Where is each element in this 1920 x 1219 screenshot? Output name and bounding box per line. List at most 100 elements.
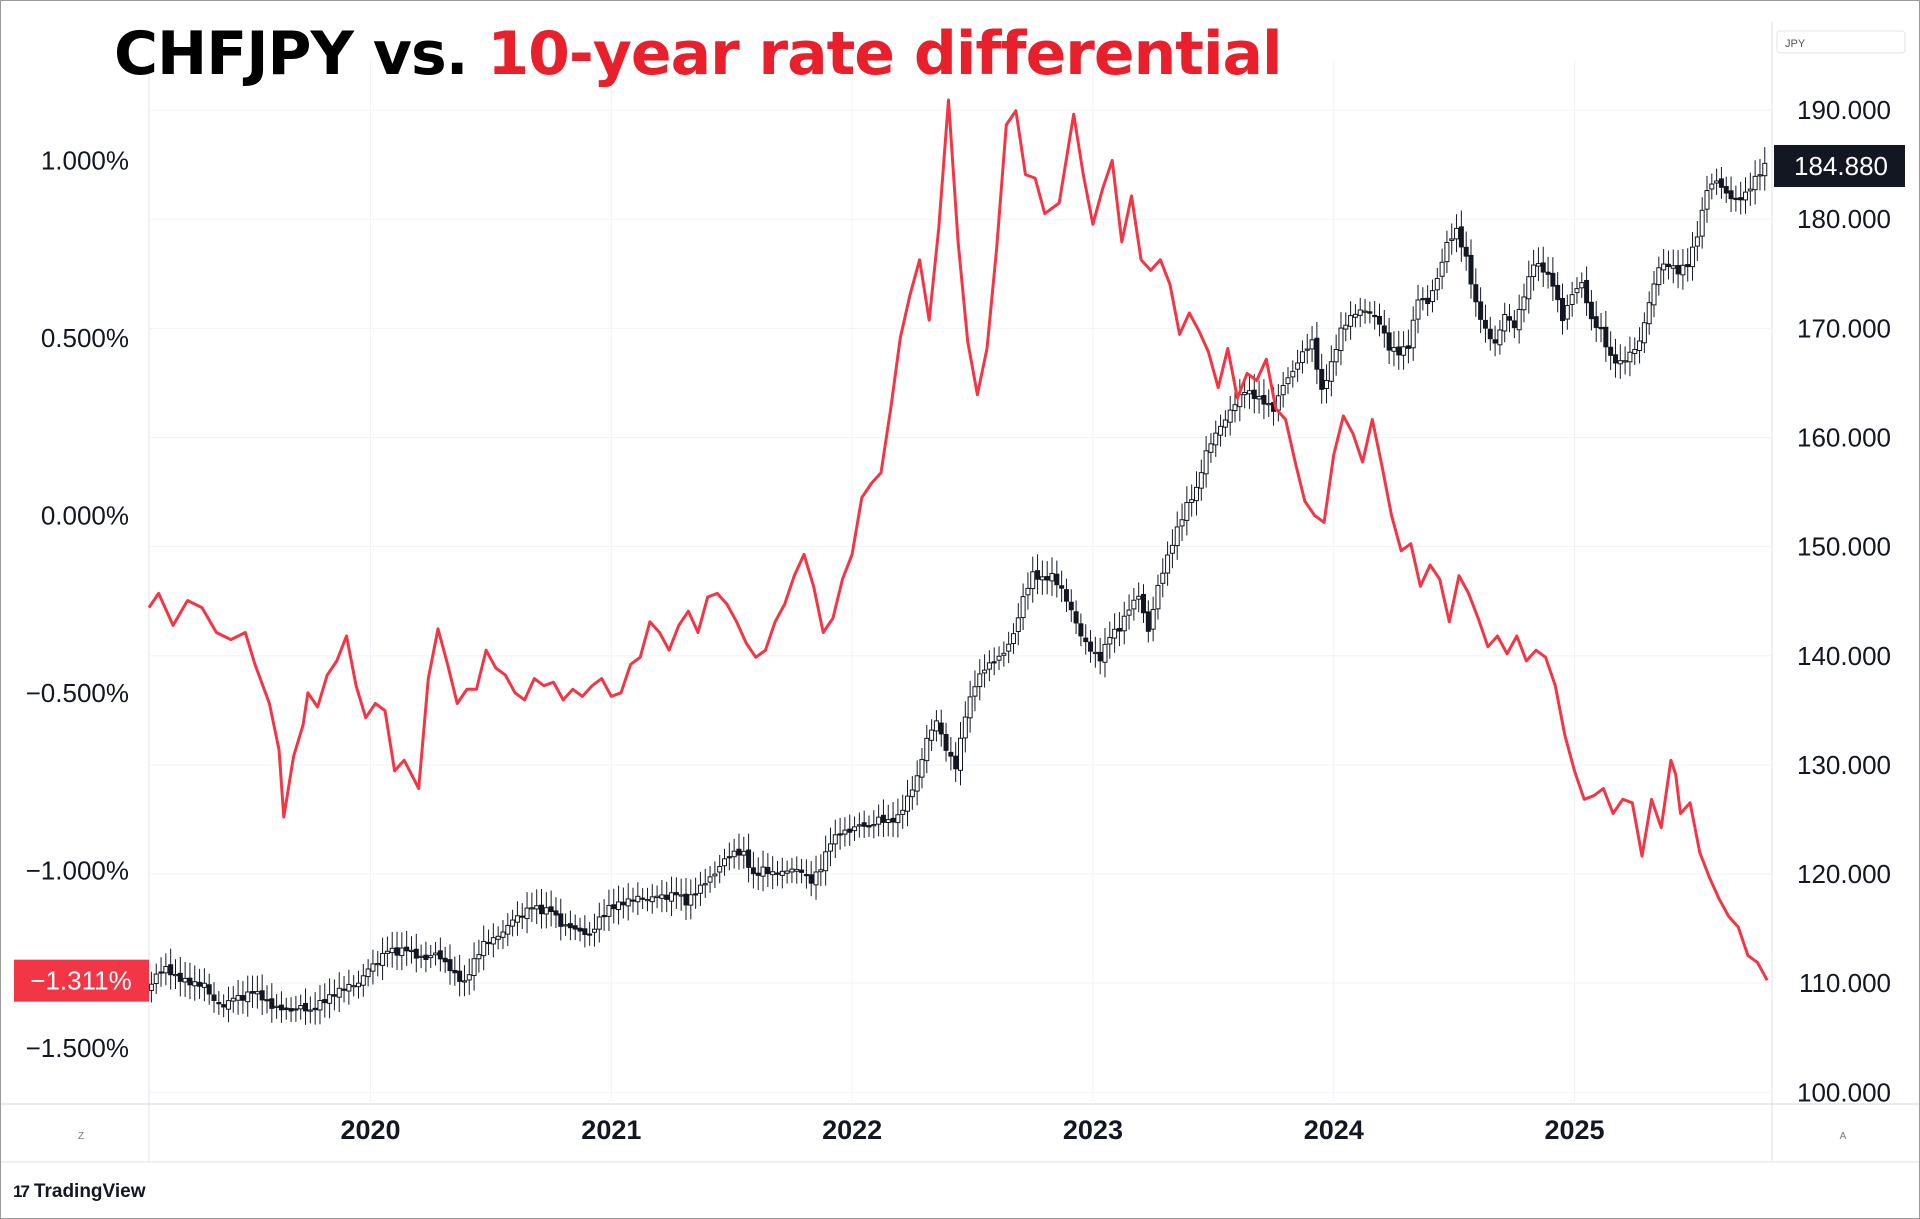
candle-body	[1444, 241, 1450, 263]
candle-body	[659, 894, 665, 899]
candle-body	[755, 872, 761, 876]
candle-body	[1738, 197, 1744, 201]
candle-body	[1425, 297, 1431, 305]
candle-body	[331, 994, 337, 997]
candle-body	[346, 983, 352, 992]
candle-body	[312, 1007, 318, 1011]
candle-body	[543, 907, 549, 915]
candle-body	[466, 974, 472, 981]
candle-body	[1468, 254, 1474, 285]
title-part-chfjpy: CHFJPY vs.	[114, 19, 488, 89]
candle-body	[351, 985, 357, 988]
candle-body	[317, 1000, 323, 1011]
candle-body	[1410, 319, 1416, 349]
candle-body	[1733, 197, 1739, 201]
candle-body	[437, 950, 443, 960]
candle-body	[1540, 262, 1546, 273]
candle-body	[384, 950, 390, 954]
candle-body	[852, 826, 858, 832]
candle-body	[1694, 236, 1700, 247]
candle-body	[1516, 308, 1522, 331]
right-axis-tick-label: 170.000	[1797, 313, 1891, 343]
candle-body	[211, 994, 217, 1001]
candle-body	[1381, 325, 1387, 334]
chart-title: CHFJPY vs. 10-year rate differential	[114, 19, 1283, 89]
candle-body	[876, 816, 882, 825]
candle-body	[1314, 337, 1320, 370]
candle-body	[582, 928, 588, 935]
candle-body	[1564, 305, 1570, 320]
candle-body	[1569, 294, 1575, 306]
candle-body	[938, 722, 944, 735]
candle-body	[803, 873, 809, 877]
candle-body	[336, 987, 342, 998]
left-axis-tick-label: −1.500%	[26, 1033, 129, 1063]
candle-body	[1391, 347, 1397, 352]
candle-body	[664, 894, 670, 900]
candle-body	[529, 907, 535, 910]
candle-body	[413, 948, 419, 959]
candle-body	[539, 904, 545, 915]
candle-body	[1401, 346, 1407, 356]
candle-body	[1285, 377, 1291, 385]
candle-body	[1627, 351, 1633, 363]
candle-body	[1526, 276, 1532, 300]
candle-body	[1454, 227, 1460, 240]
candle-body	[327, 994, 333, 1004]
candle-body	[967, 696, 973, 719]
candle-body	[375, 962, 381, 966]
candle-body	[847, 828, 853, 833]
candle-body	[697, 884, 703, 894]
left-axis-tick-label: −1.000%	[26, 855, 129, 885]
x-axis-tick-label: 2024	[1304, 1115, 1364, 1145]
candle-body	[490, 937, 496, 945]
candle-body	[259, 990, 265, 1001]
candle-body	[1637, 340, 1643, 352]
candle-body	[1059, 585, 1065, 589]
rate-differential-line	[147, 98, 1769, 982]
right-axis-tick-label: 190.000	[1797, 95, 1891, 125]
candle-body	[1165, 554, 1171, 574]
candle-body	[1319, 368, 1325, 390]
candle-body	[548, 906, 554, 913]
candle-body	[929, 729, 935, 741]
right-axis-tick-label: 140.000	[1797, 641, 1891, 671]
candle-body	[953, 755, 959, 770]
candle-body	[1641, 322, 1647, 344]
candle-body	[1208, 443, 1214, 453]
candle-body	[1232, 404, 1238, 412]
candle-body	[731, 850, 737, 858]
candle-body	[712, 873, 718, 877]
candle-body	[808, 874, 814, 884]
candle-body	[355, 982, 361, 988]
tradingview-brand[interactable]: 17 TradingView	[13, 1181, 146, 1203]
candle-body	[1415, 299, 1421, 320]
differential-value-label: −1.311%	[30, 966, 131, 996]
candle-body	[399, 947, 405, 957]
candle-body	[1574, 288, 1580, 294]
candle-body	[303, 1002, 309, 1012]
candle-body	[1497, 329, 1503, 346]
corner-label-right: A	[1840, 1131, 1847, 1142]
candle-body	[197, 981, 203, 987]
candle-body	[476, 954, 482, 960]
candle-body	[1714, 180, 1720, 184]
candle-body	[871, 824, 877, 827]
candle-body	[1222, 419, 1228, 428]
candle-body	[601, 914, 607, 918]
candle-body	[1063, 589, 1069, 602]
candle-body	[1280, 385, 1286, 396]
candle-body	[1348, 315, 1354, 327]
candle-body	[1015, 617, 1021, 633]
candle-body	[433, 952, 439, 956]
candle-body	[558, 913, 564, 927]
candle-body	[909, 789, 915, 798]
candle-body	[1184, 502, 1190, 521]
candle-body	[360, 975, 366, 986]
candle-body	[553, 910, 559, 916]
candle-body	[991, 661, 997, 664]
candle-body	[1632, 348, 1638, 354]
candle-body	[885, 819, 891, 824]
candle-body	[1579, 282, 1585, 289]
